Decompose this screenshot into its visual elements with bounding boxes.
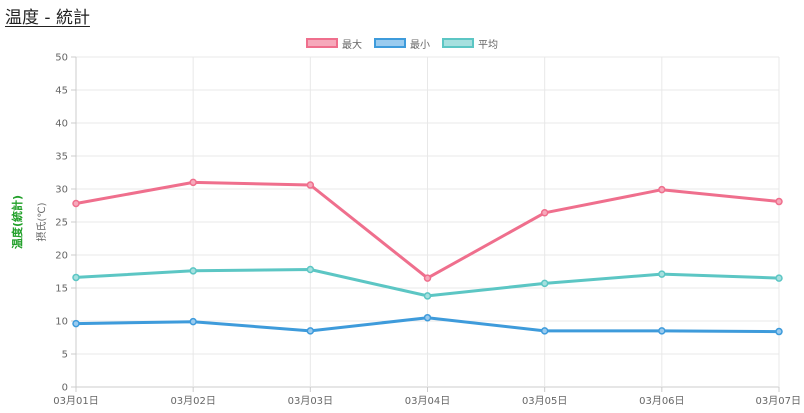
legend-swatch-max [306,38,338,48]
data-point-min [72,319,80,328]
y-tick-label: 0 [62,383,68,394]
legend-item-min[interactable]: 最小 [374,36,430,51]
x-tick-label: 03月03日 [288,395,333,407]
data-point-max [423,274,432,282]
data-point-min [775,327,783,336]
y-tick-label: 50 [55,53,68,64]
data-point-avg [775,274,783,282]
data-point-max [540,209,549,217]
data-point-avg [306,265,315,274]
legend-label-max: 最大 [342,39,362,51]
y-tick-label: 40 [55,119,68,130]
y-axis-title: 温度(統計) [10,195,24,249]
data-point-max [306,181,315,189]
data-point-max [658,185,666,194]
y-tick-label: 20 [55,251,68,262]
data-point-avg [72,273,80,282]
data-point-min [540,327,549,335]
data-point-avg [423,292,432,300]
data-point-min [189,317,197,326]
x-tick-label: 03月05日 [522,395,567,407]
x-tick-label: 03月06日 [639,395,684,407]
data-point-max [775,197,783,206]
legend-label-min: 最小 [410,39,430,51]
x-tick-label: 03月04日 [405,395,450,407]
page-title: 温度 - 統計 [5,8,90,28]
legend-item-avg[interactable]: 平均 [442,36,498,51]
x-tick-label: 03月07日 [756,395,801,407]
data-point-max [72,199,80,208]
x-tick-label: 03月01日 [53,395,98,407]
legend-item-max[interactable]: 最大 [306,36,362,51]
data-point-min [658,327,666,335]
y-tick-label: 30 [55,185,68,196]
data-point-avg [189,267,197,275]
x-tick-label: 03月02日 [170,395,215,407]
data-point-avg [658,270,666,278]
data-point-min [423,313,432,322]
legend-label-avg: 平均 [478,39,498,51]
chart-legend: 最大 最小 平均 [0,36,804,51]
legend-swatch-min [374,38,406,48]
legend-swatch-avg [442,38,474,48]
data-point-min [306,327,315,335]
y-tick-label: 25 [55,218,68,229]
y-axis-subtitle: 摂氏(℃) [35,202,48,241]
data-point-max [189,178,197,187]
y-tick-label: 10 [55,317,68,328]
data-point-avg [540,279,549,288]
y-tick-label: 15 [55,284,68,295]
y-tick-label: 5 [62,350,68,361]
y-tick-label: 35 [55,152,68,163]
y-tick-label: 45 [55,86,68,97]
